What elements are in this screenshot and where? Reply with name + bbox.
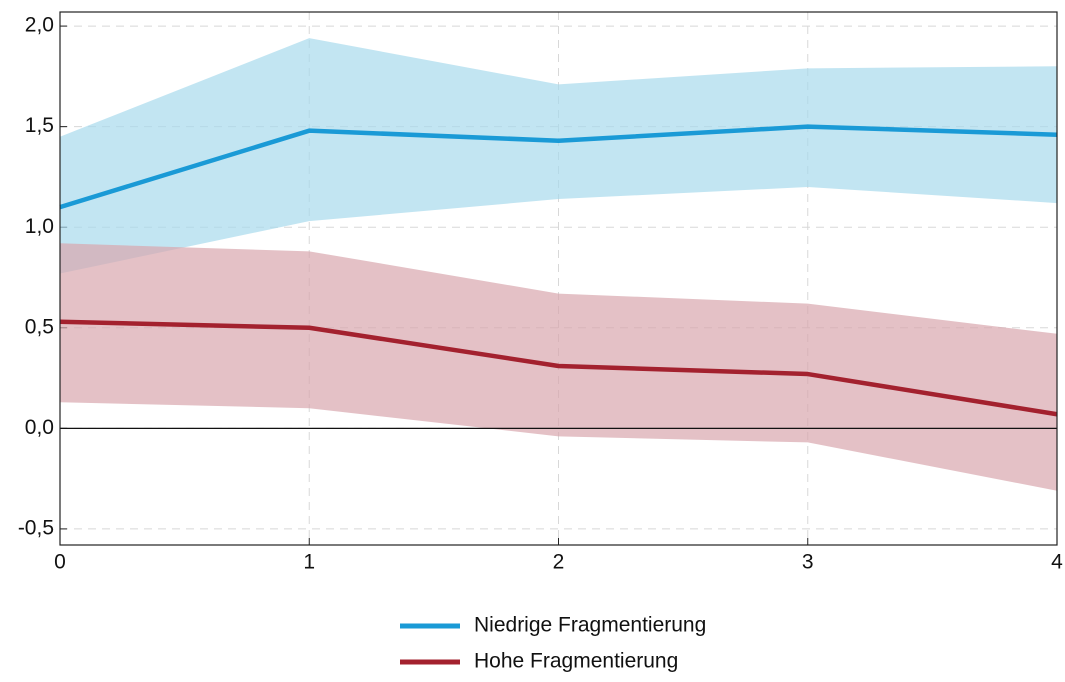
y-tick-label: 0,0 xyxy=(25,416,54,439)
x-tick-label: 1 xyxy=(303,551,315,574)
plot-frame xyxy=(59,11,1058,546)
legend-label: Niedrige Fragmentierung xyxy=(474,614,706,637)
series-line xyxy=(59,124,1058,210)
y-tick-label: -0,5 xyxy=(18,516,54,539)
y-tick-label: 1,5 xyxy=(25,114,54,137)
x-tick-label: 2 xyxy=(553,551,565,574)
y-tick-label: 2,0 xyxy=(25,14,54,37)
y-tick-label: 0,5 xyxy=(25,315,54,338)
legend-label: Hohe Fragmentierung xyxy=(474,650,678,673)
series-line xyxy=(59,319,1058,417)
confidence-band xyxy=(60,38,1057,274)
x-tick-label: 3 xyxy=(802,551,814,574)
x-tick-label: 4 xyxy=(1051,551,1063,574)
x-tick-label: 0 xyxy=(54,551,66,574)
y-tick-label: 1,0 xyxy=(25,215,54,238)
